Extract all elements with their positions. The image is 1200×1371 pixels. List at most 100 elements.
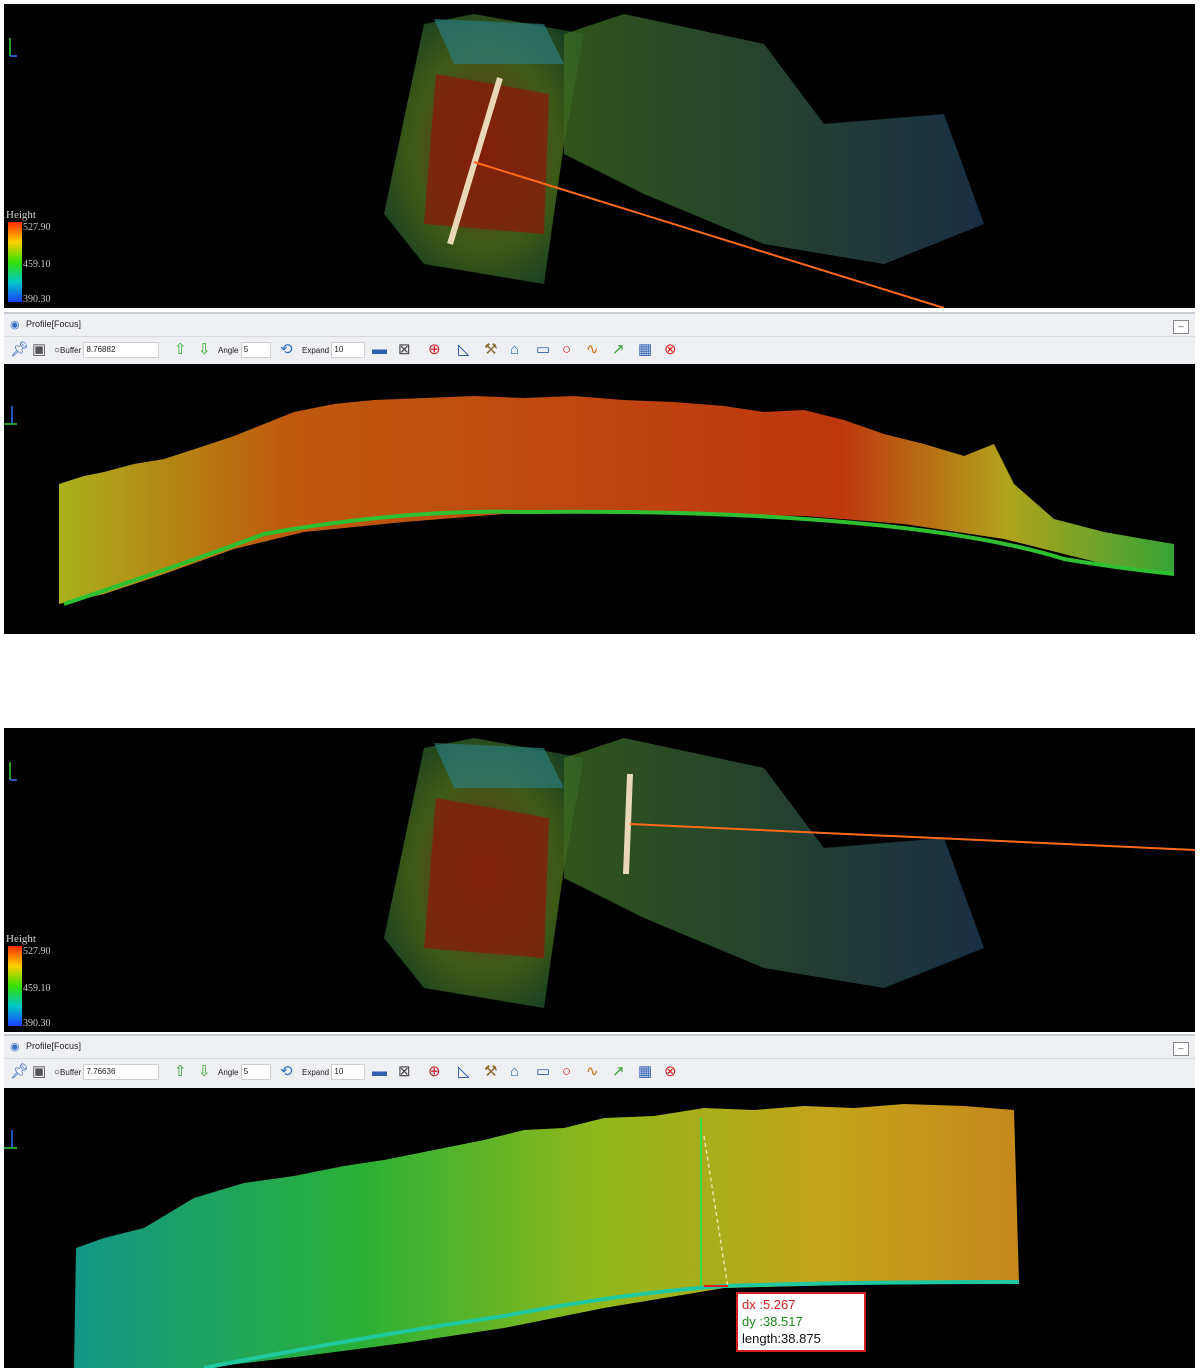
legend-color-bar	[8, 222, 22, 302]
buffer-label: Buffer	[60, 1067, 82, 1077]
expand-input[interactable]: 10	[331, 342, 366, 358]
profile-direction-line	[473, 161, 945, 308]
top-view-1[interactable]: Height 527.90 459.10 390.30	[4, 4, 1195, 308]
profile-line-icon[interactable]: ∿	[586, 341, 599, 358]
measure-dashed-line	[703, 1135, 729, 1289]
up-arrow-icon[interactable]: ⇧	[174, 341, 187, 358]
down-arrow-icon[interactable]: ⇩	[198, 341, 211, 358]
axis-indicator-icon	[9, 762, 17, 781]
profile-icon: ◉	[10, 1041, 20, 1053]
buffer-input[interactable]: 8.76882	[83, 342, 160, 358]
measurement-dx: dx :5.267	[742, 1297, 796, 1312]
legend-min: 390.30	[23, 294, 51, 305]
pin-icon[interactable]: 📌︎	[10, 1063, 30, 1080]
rectangle-icon[interactable]: ▭	[536, 1063, 551, 1080]
profile-direction-line	[629, 823, 1195, 851]
profile-title-row: ◉ Profile[Focus] –	[4, 314, 1195, 337]
radio-icon[interactable]: ○	[54, 1066, 61, 1078]
minimize-button[interactable]: –	[1173, 1042, 1189, 1056]
point-cloud-profile	[59, 396, 1175, 606]
circle-icon[interactable]: ○	[562, 341, 572, 358]
radio-icon[interactable]: ○	[54, 344, 61, 356]
close-icon[interactable]: ⊗	[664, 1063, 677, 1080]
profile-view-2[interactable]: dx :5.267 dy :38.517 length:38.875	[4, 1088, 1195, 1368]
angle-control[interactable]: Angle 5	[218, 340, 271, 360]
section-line	[447, 77, 503, 245]
axis-indicator-icon	[9, 38, 17, 57]
tree-canopy-profile	[59, 396, 1174, 604]
ruler-icon[interactable]: ▬	[372, 341, 387, 358]
point-cloud-top-view	[384, 738, 1195, 1008]
pin-icon[interactable]: 📌︎	[10, 341, 30, 358]
profile-toolbar-2: ◉ Profile[Focus] – 📌︎ ▣ ○ Buffer 7.76636…	[4, 1034, 1195, 1088]
grid-icon[interactable]: ⊠	[398, 1063, 411, 1080]
height-legend: Height 527.90 459.10 390.30	[6, 209, 66, 305]
tree-icon[interactable]: ⌂	[510, 341, 520, 358]
expand-icon[interactable]: ⟲	[280, 341, 293, 358]
ruler-icon[interactable]: ▬	[372, 1063, 387, 1080]
angle-label: Angle	[218, 345, 239, 355]
legend-mid: 459.10	[23, 983, 51, 994]
legend-title: Height	[6, 933, 36, 945]
axis-indicator-icon	[4, 1130, 17, 1149]
expand-label: Expand	[302, 345, 330, 355]
tree-canopy-profile	[74, 1104, 1019, 1368]
tree-icon[interactable]: ⌂	[510, 1063, 520, 1080]
angle-input[interactable]: 5	[240, 1064, 271, 1080]
section-line	[623, 773, 633, 875]
legend-color-bar	[8, 946, 22, 1026]
crosshair-icon[interactable]: ⊕	[428, 341, 441, 358]
expand-input[interactable]: 10	[331, 1064, 366, 1080]
ground-line	[63, 509, 1175, 606]
height-legend: Height 527.90 459.10 390.30	[6, 933, 66, 1029]
trend-icon[interactable]: ↗	[612, 341, 625, 358]
grid-icon[interactable]: ⊠	[398, 341, 411, 358]
profile-title-row: ◉ Profile[Focus] –	[4, 1036, 1195, 1059]
angle-icon[interactable]: ◺	[458, 1063, 470, 1080]
expand-control[interactable]: Expand 10	[302, 340, 366, 360]
chart-icon[interactable]: ▦	[638, 341, 653, 358]
buffer-label: Buffer	[60, 345, 82, 355]
angle-icon[interactable]: ◺	[458, 341, 470, 358]
legend-max: 527.90	[23, 946, 51, 957]
buffer-control[interactable]: ○ Buffer 8.76882	[54, 340, 160, 360]
expand-icon[interactable]: ⟲	[280, 1063, 293, 1080]
point-cloud-top-view	[384, 14, 984, 308]
hammer-icon[interactable]: ⚒	[484, 1063, 498, 1080]
profile-view-1[interactable]	[4, 364, 1195, 634]
up-arrow-icon[interactable]: ⇧	[174, 1063, 187, 1080]
frame-icon[interactable]: ▣	[32, 341, 47, 358]
measurement-dy: dy :38.517	[742, 1314, 803, 1329]
profile-title: Profile[Focus]	[26, 319, 82, 329]
angle-label: Angle	[218, 1067, 239, 1077]
angle-input[interactable]: 5	[240, 342, 271, 358]
chart-icon[interactable]: ▦	[638, 1063, 653, 1080]
down-arrow-icon[interactable]: ⇩	[198, 1063, 211, 1080]
crosshair-icon[interactable]: ⊕	[428, 1063, 441, 1080]
profile-line-icon[interactable]: ∿	[586, 1063, 599, 1080]
buffer-input[interactable]: 7.76636	[83, 1064, 160, 1080]
ground-line	[203, 1280, 1020, 1368]
frame-icon[interactable]: ▣	[32, 1063, 47, 1080]
profile-icon: ◉	[10, 319, 20, 331]
legend-min: 390.30	[23, 1018, 51, 1029]
point-cloud-profile	[74, 1104, 1020, 1368]
angle-control[interactable]: Angle 5	[218, 1062, 271, 1082]
legend-title: Height	[6, 209, 36, 221]
top-view-2[interactable]: Height 527.90 459.10 390.30	[4, 728, 1195, 1032]
measurement-length: length:38.875	[742, 1331, 821, 1346]
profile-toolbar-1: ◉ Profile[Focus] – 📌︎ ▣ ○ Buffer 8.76882…	[4, 312, 1195, 366]
minimize-button[interactable]: –	[1173, 320, 1189, 334]
buffer-control[interactable]: ○ Buffer 7.76636	[54, 1062, 160, 1082]
hammer-icon[interactable]: ⚒	[484, 341, 498, 358]
trend-icon[interactable]: ↗	[612, 1063, 625, 1080]
expand-control[interactable]: Expand 10	[302, 1062, 366, 1082]
expand-label: Expand	[302, 1067, 330, 1077]
rectangle-icon[interactable]: ▭	[536, 341, 551, 358]
legend-mid: 459.10	[23, 259, 51, 270]
measurement-readout: dx :5.267 dy :38.517 length:38.875	[736, 1292, 866, 1352]
legend-max: 527.90	[23, 222, 51, 233]
circle-icon[interactable]: ○	[562, 1063, 572, 1080]
profile-tools: 📌︎ ▣ ○ Buffer 7.76636 ⇧ ⇩ Angle 5 ⟲ Expa…	[4, 1059, 1195, 1086]
close-icon[interactable]: ⊗	[664, 341, 677, 358]
